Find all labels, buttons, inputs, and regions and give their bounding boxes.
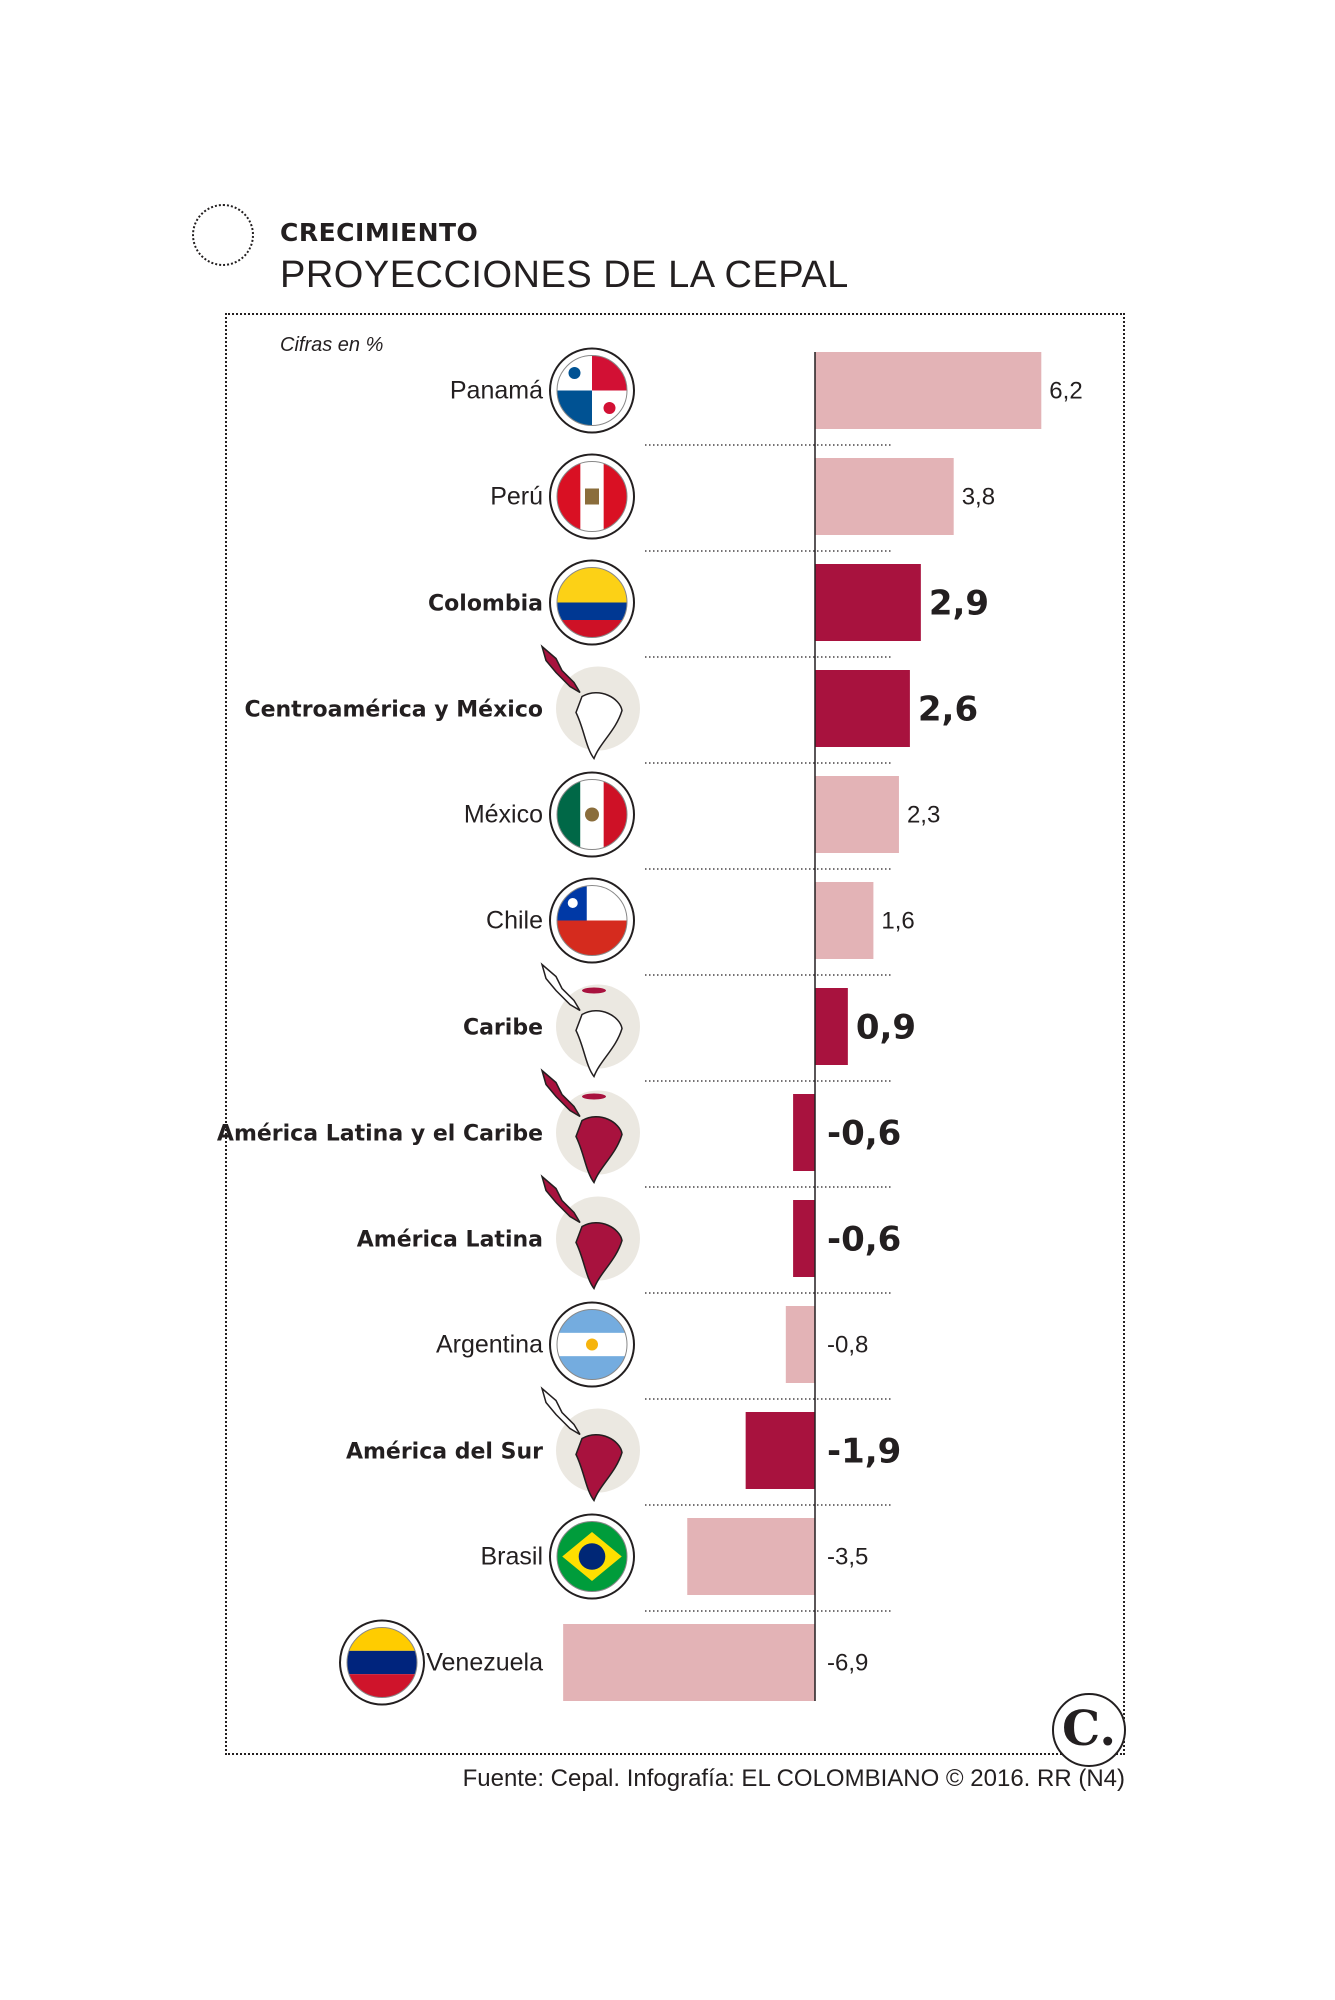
flag-edge: [556, 1309, 628, 1380]
logo: C.: [1052, 1693, 1126, 1767]
chile-flag-icon: [549, 877, 635, 964]
bar: [815, 776, 899, 853]
flag-field: [347, 1674, 417, 1698]
south-america-map-icon: [540, 1386, 640, 1502]
bar: [563, 1624, 815, 1701]
map-islands: [582, 987, 606, 994]
value-label: 2,6: [918, 690, 978, 730]
central-america-mexico-map-icon: [540, 644, 640, 760]
flag-edge: [556, 1521, 628, 1592]
flag-field: [347, 1627, 417, 1651]
mexico-flag-icon: [549, 771, 635, 858]
map-north-central: [540, 644, 581, 694]
latin-america-map-icon: [540, 1174, 640, 1290]
bar: [815, 670, 910, 747]
flag-field: [557, 1356, 627, 1380]
bar: [793, 1200, 815, 1277]
flag-field: [347, 1650, 417, 1675]
flag-edge: [556, 779, 628, 850]
map-north-central: [540, 962, 581, 1012]
bar: [815, 458, 954, 535]
bar: [815, 564, 921, 641]
flag-star: [603, 402, 616, 414]
flag-field: [557, 602, 627, 620]
flag-edge: [346, 1627, 418, 1698]
value-label: -0,6: [827, 1220, 901, 1260]
map-south-america: [575, 1116, 623, 1184]
americas-map-icon: [192, 204, 254, 266]
flag-edge: [556, 461, 628, 532]
latin-america-caribbean-map-icon: [540, 1068, 640, 1184]
value-label: 2,3: [907, 802, 940, 829]
flag-sun: [586, 1338, 598, 1351]
flag-star: [567, 898, 578, 908]
value-label: 6,2: [1049, 378, 1082, 405]
map-north-central: [540, 1386, 581, 1436]
category-label: Argentina: [436, 1331, 543, 1359]
argentina-flag-icon: [549, 1301, 635, 1388]
flag-field: [603, 461, 627, 532]
bar: [687, 1518, 815, 1595]
value-label: 2,9: [929, 584, 989, 624]
map-north-central: [540, 1068, 581, 1118]
chart-title: PROYECCIONES DE LA CEPAL: [280, 254, 849, 296]
flag-edge: [556, 885, 628, 956]
flag-field: [557, 461, 581, 532]
category-label: Colombia: [428, 592, 543, 617]
category-label: América Latina y el Caribe: [217, 1122, 543, 1147]
flag-emblem: [585, 807, 599, 822]
bar: [745, 1412, 815, 1489]
category-label: América Latina: [357, 1228, 543, 1253]
value-label: 3,8: [962, 484, 995, 511]
category-label: Caribe: [463, 1016, 543, 1041]
kicker: CRECIMIENTO: [280, 218, 479, 247]
value-label: -0,6: [827, 1114, 901, 1154]
flag-field: [603, 779, 627, 850]
bar: [793, 1094, 815, 1171]
flag-field: [557, 779, 581, 850]
value-label: -1,9: [827, 1432, 901, 1472]
chart-frame: [225, 313, 1125, 1755]
value-label: -0,8: [827, 1332, 868, 1359]
value-label: 0,9: [856, 1008, 916, 1048]
map-south-america: [575, 1222, 623, 1290]
category-label: Centroamérica y México: [244, 698, 543, 723]
category-label: Panamá: [450, 377, 543, 405]
category-label: Brasil: [480, 1543, 543, 1571]
bar: [815, 988, 848, 1065]
venezuela-flag-icon: [339, 1619, 425, 1706]
category-label: México: [464, 801, 543, 829]
bar: [785, 1306, 815, 1383]
brazil-flag-icon: [549, 1513, 635, 1600]
map-north-central: [540, 1174, 581, 1224]
flag-star: [568, 367, 581, 379]
colombia-flag-icon: [549, 559, 635, 646]
panama-flag-icon: [549, 347, 635, 434]
map-south-america: [575, 1010, 623, 1078]
category-label: Venezuela: [426, 1649, 543, 1677]
map-south-america: [575, 1434, 623, 1502]
bar: [815, 882, 874, 959]
flag-emblem: [585, 488, 599, 505]
value-label: -6,9: [827, 1650, 868, 1677]
bar: [815, 352, 1042, 429]
flag-edge: [556, 355, 628, 426]
units-label: Cifras en %: [280, 334, 384, 356]
value-label: -3,5: [827, 1544, 868, 1571]
source-footer: Fuente: Cepal. Infografía: EL COLOMBIANO…: [462, 1765, 1125, 1792]
flag-field: [557, 1309, 627, 1333]
category-label: Perú: [490, 483, 543, 511]
category-label: Chile: [486, 907, 543, 935]
category-label: América del Sur: [346, 1440, 543, 1465]
flag-globe: [578, 1543, 606, 1570]
map-islands: [582, 1093, 606, 1100]
map-south-america: [575, 692, 623, 760]
value-label: 1,6: [881, 908, 914, 935]
peru-flag-icon: [549, 453, 635, 540]
caribbean-map-icon: [540, 962, 640, 1078]
flag-edge: [556, 567, 628, 638]
